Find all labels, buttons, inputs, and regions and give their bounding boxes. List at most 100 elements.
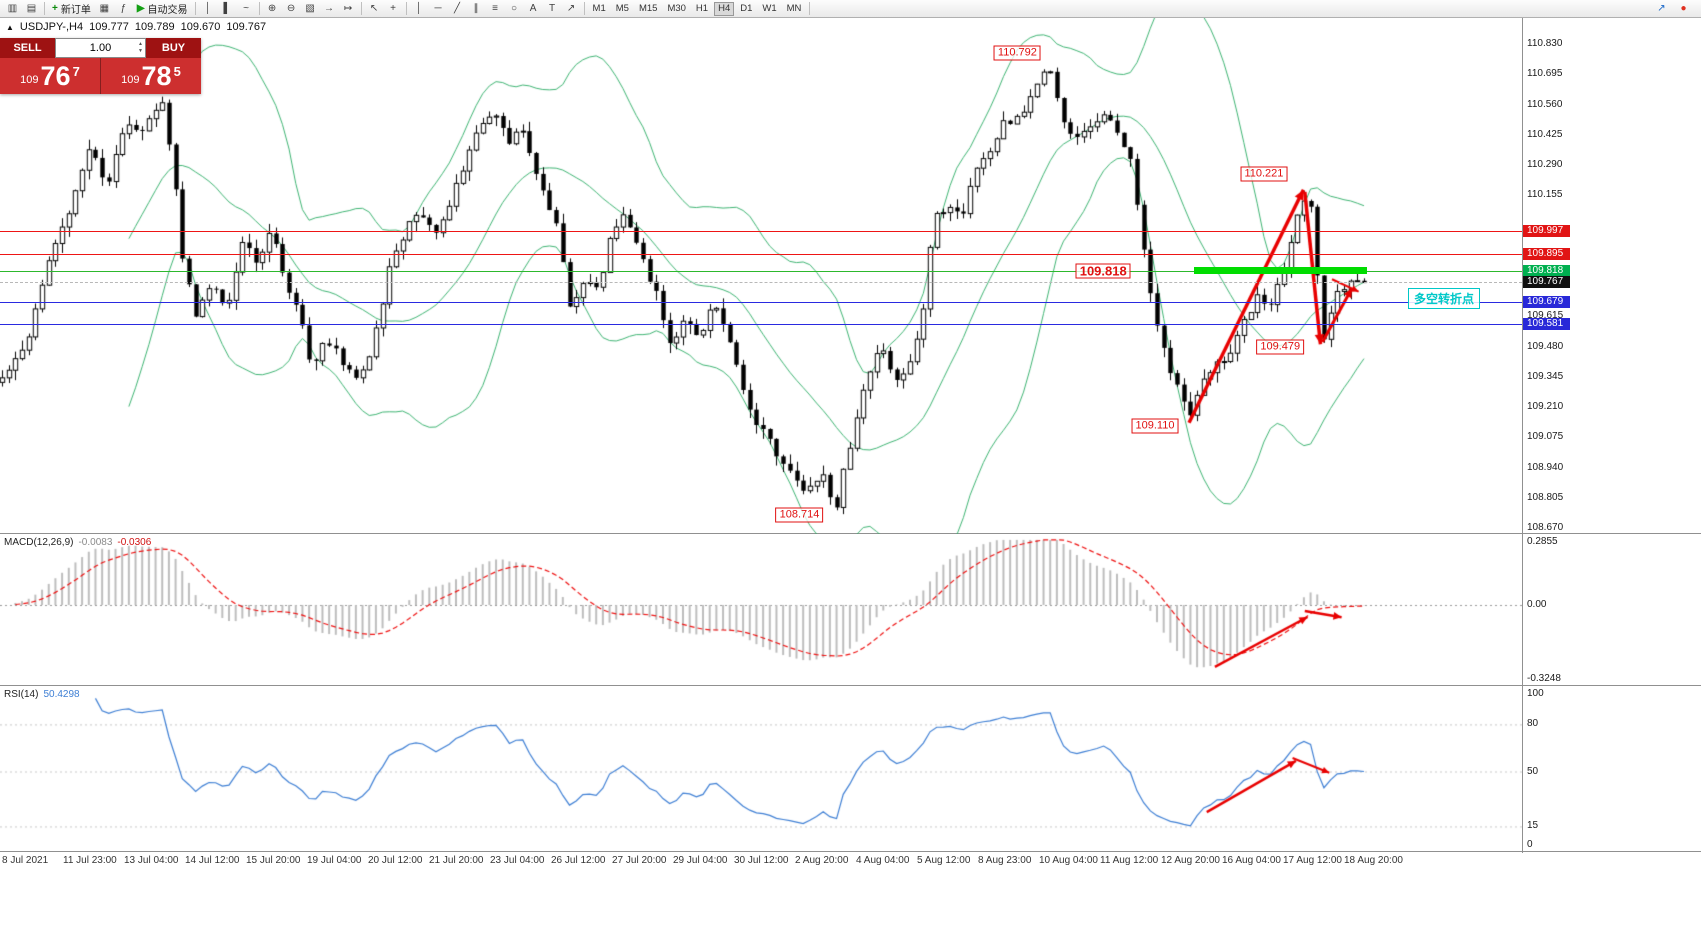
toolbar: ▥ ▤ + 新订单 ▦ ƒ ▶ 自动交易 │ ▌ ~ ⊕ ⊖ ▧ → ↦ ↖ + │ ─ ╱ ∥ ≡ ○ A T ↗ M1 M5 M15 M… — [0, 0, 1701, 18]
timeframe-h1-button[interactable]: H1 — [695, 3, 709, 14]
line-chart-icon[interactable]: ~ — [243, 2, 249, 14]
zoom-out-icon[interactable]: ⊖ — [286, 2, 296, 14]
community-arrow-icon[interactable]: ↗ — [1657, 3, 1666, 14]
timeframe-m15-button[interactable]: M15 — [638, 3, 658, 14]
price-callout: 109.479 — [1256, 339, 1305, 355]
trendline-icon[interactable]: ╱ — [454, 2, 461, 14]
time-label: 23 Jul 04:00 — [490, 855, 545, 866]
rsi-axis-tick: 15 — [1527, 820, 1539, 832]
rsi-canvas[interactable] — [0, 687, 1522, 852]
sell-button[interactable]: SELL — [0, 38, 55, 58]
main-chart-canvas[interactable] — [0, 18, 1522, 534]
vertical-line-icon[interactable]: │ — [415, 2, 423, 14]
volume-stepper[interactable]: ▲ ▼ — [138, 41, 143, 55]
time-label: 4 Aug 04:00 — [856, 855, 910, 866]
quote-high: 109.789 — [134, 21, 175, 33]
main-chart-panel[interactable]: ▲ USDJPY-,H4 109.777 109.789 109.670 109… — [0, 18, 1701, 534]
time-label: 17 Aug 12:00 — [1283, 855, 1342, 866]
sell-price[interactable]: 109 76 7 — [0, 58, 101, 94]
price-axis-tick: 110.290 — [1527, 159, 1563, 170]
rsi-panel[interactable]: RSI(14) 50.4298 100 80 50 15 0 — [0, 687, 1701, 852]
label-icon[interactable]: T — [548, 2, 556, 14]
timeframe-m1-button[interactable]: M1 — [592, 3, 606, 14]
timeframe-d1-button[interactable]: D1 — [740, 3, 753, 14]
fibonacci-icon[interactable]: ≡ — [492, 2, 498, 14]
arrow-object-icon[interactable]: ↗ — [566, 2, 576, 14]
price-axis-tick: 109.615 — [1527, 310, 1564, 322]
channel-icon[interactable]: ∥ — [473, 2, 479, 14]
buy-price-pip: 5 — [173, 63, 181, 79]
autoscroll-icon[interactable]: → — [324, 2, 335, 14]
stepper-up-icon[interactable]: ▲ — [138, 41, 143, 47]
rsi-axis-tick: 100 — [1527, 688, 1544, 699]
bar-chart-icon[interactable]: │ — [204, 2, 212, 14]
toolbar-separator — [258, 2, 260, 15]
time-label: 20 Jul 12:00 — [368, 855, 423, 866]
chart-shift-icon[interactable]: ↦ — [343, 2, 353, 14]
macd-label: MACD(12,26,9) -0.0083 -0.0306 — [4, 537, 151, 548]
time-label: 21 Jul 20:00 — [429, 855, 484, 866]
price-axis-tick: 110.560 — [1527, 98, 1563, 110]
timeframe-mn-button[interactable]: MN — [786, 3, 802, 14]
volume-input[interactable]: 1.00 ▲ ▼ — [55, 38, 146, 58]
new-chart-icon[interactable]: ▥ — [7, 2, 18, 14]
notification-badge-icon[interactable]: ● — [1680, 3, 1687, 14]
price-axis-label: 109.818 — [1523, 264, 1570, 277]
macd-canvas[interactable] — [0, 535, 1522, 686]
buy-price-prefix: 109 — [121, 74, 140, 86]
time-label: 5 Aug 12:00 — [917, 855, 971, 866]
trade-widget-header: SELL 1.00 ▲ ▼ BUY — [0, 38, 201, 58]
rsi-label: RSI(14) 50.4298 — [4, 689, 80, 700]
shapes-icon[interactable]: ○ — [511, 2, 518, 14]
timeframe-w1-button[interactable]: W1 — [762, 3, 777, 14]
buy-price-main: 78 — [141, 60, 172, 91]
timeframe-m30-button[interactable]: M30 — [667, 3, 686, 14]
price-axis-tick: 108.940 — [1527, 461, 1564, 473]
horizontal-line — [0, 230, 1522, 232]
timeframe-h4-button[interactable]: H4 — [714, 1, 735, 16]
auto-trading-button[interactable]: ▶ 自动交易 — [136, 3, 188, 16]
stepper-down-icon[interactable]: ▼ — [138, 47, 143, 54]
indicators-icon[interactable]: ƒ — [120, 2, 127, 14]
tile-windows-icon[interactable]: ▧ — [305, 2, 315, 14]
toolbar-separator — [360, 2, 362, 15]
buy-price[interactable]: 109 78 5 — [101, 58, 201, 94]
toolbar-separator — [809, 2, 811, 15]
price-callout: 109.818 — [1075, 263, 1131, 279]
timeframe-m5-button[interactable]: M5 — [615, 3, 629, 14]
chart-profiles-icon[interactable]: ▤ — [26, 2, 37, 14]
zoom-in-icon[interactable]: ⊕ — [267, 2, 277, 14]
price-axis-tick: 110.155 — [1527, 189, 1563, 201]
bid-price-line — [0, 282, 1522, 284]
toolbar-separator — [194, 2, 196, 15]
price-axis-tick: 108.670 — [1527, 522, 1564, 533]
time-label: 2 Aug 20:00 — [795, 855, 849, 866]
toolbar-items: ▥ ▤ + 新订单 ▦ ƒ ▶ 自动交易 │ ▌ ~ ⊕ ⊖ ▧ → ↦ ↖ + │ ─ ╱ ∥ ≡ ○ A T ↗ M1 M5 M15 M… — [3, 0, 813, 17]
time-label: 8 Jul 2021 — [2, 855, 49, 866]
buy-button[interactable]: BUY — [146, 38, 201, 58]
crosshair-icon[interactable]: + — [390, 2, 396, 14]
horizontal-line-icon[interactable]: ─ — [434, 2, 442, 14]
trade-widget-prices: 109 76 7 109 78 5 — [0, 58, 201, 94]
rsi-title: RSI(14) — [4, 689, 39, 700]
macd-panel[interactable]: MACD(12,26,9) -0.0083 -0.0306 0.2855 0.00… — [0, 535, 1701, 686]
macd-signal-value: -0.0306 — [117, 537, 152, 548]
charts-grid-icon[interactable]: ▦ — [99, 2, 110, 14]
time-label: 16 Aug 04:00 — [1222, 855, 1281, 866]
price-callout: 108.714 — [775, 507, 824, 523]
horizontal-line — [0, 270, 1522, 272]
macd-axis-tick: 0.2855 — [1527, 536, 1558, 547]
new-order-button[interactable]: + 新订单 — [52, 3, 91, 16]
quote-low: 109.670 — [180, 21, 221, 33]
support-highlight-bar — [1194, 267, 1368, 275]
time-label: 27 Jul 20:00 — [612, 855, 667, 866]
sell-price-prefix: 109 — [20, 74, 39, 86]
time-label: 26 Jul 12:00 — [551, 855, 606, 866]
time-label: 11 Aug 12:00 — [1100, 855, 1159, 866]
candlestick-chart-icon[interactable]: ▌ — [223, 2, 231, 14]
time-label: 18 Aug 20:00 — [1344, 855, 1403, 866]
tick-up-icon: ▲ — [6, 22, 14, 32]
cursor-icon[interactable]: ↖ — [369, 2, 379, 14]
rsi-axis-tick: 0 — [1527, 839, 1533, 850]
text-icon[interactable]: A — [529, 2, 537, 14]
